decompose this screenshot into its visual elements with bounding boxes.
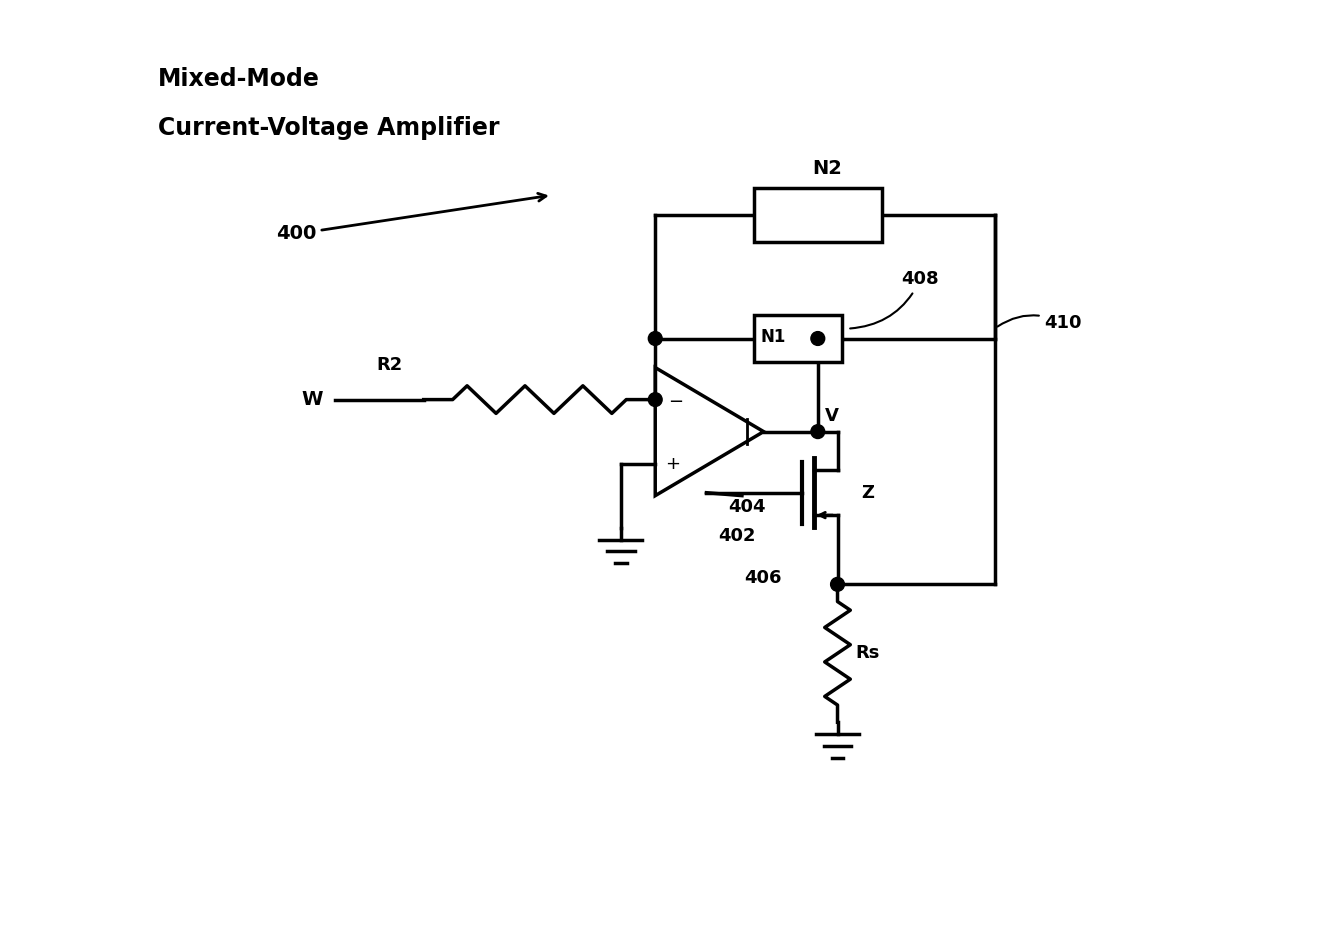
Text: Current-Voltage Amplifier: Current-Voltage Amplifier [157,116,499,140]
Text: 406: 406 [743,569,781,587]
Text: 410: 410 [997,314,1082,332]
Text: 404: 404 [729,498,766,516]
Text: 400: 400 [276,193,546,243]
Text: Rs: Rs [855,644,879,662]
Circle shape [811,332,825,345]
Text: $-$: $-$ [668,391,683,409]
Text: 402: 402 [718,527,756,545]
Text: N2: N2 [813,159,843,178]
Text: Z: Z [862,483,874,501]
Text: N1: N1 [761,327,786,345]
Bar [754,187,882,242]
Circle shape [648,332,662,345]
Text: $+$: $+$ [666,455,680,473]
Text: Mixed-Mode: Mixed-Mode [157,67,319,91]
Text: 408: 408 [849,271,939,328]
Text: W: W [302,390,323,409]
Text: R2: R2 [376,356,403,374]
Text: V: V [825,407,839,425]
Circle shape [831,577,844,591]
Circle shape [811,425,825,439]
Circle shape [648,393,662,407]
Bar [754,315,843,362]
